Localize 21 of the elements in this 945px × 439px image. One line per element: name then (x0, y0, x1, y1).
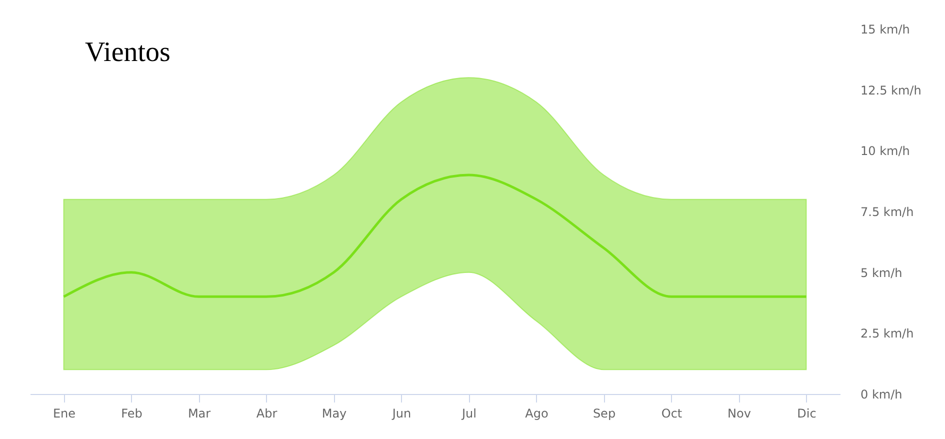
line-series (62, 174, 808, 298)
x-tick-label: Mar (188, 406, 211, 420)
x-tick-label: Oct (661, 406, 682, 420)
x-tick-label: Dic (797, 406, 816, 420)
x-tick-label: May (322, 406, 347, 420)
y-tick-label: 10 km/h (860, 144, 910, 158)
x-tick-label: Sep (592, 406, 616, 420)
x-tick-label: Ene (52, 406, 76, 420)
x-tick-label: Abr (256, 406, 278, 420)
y-tick-label: 12.5 km/h (860, 83, 922, 98)
y-tick-label: 0 km/h (860, 388, 902, 402)
chart-title: Vientos (85, 37, 170, 68)
x-tick-label: Feb (121, 406, 142, 420)
x-tick-label: Ago (525, 406, 548, 420)
x-tick-label: Jul (461, 406, 476, 420)
x-tick-label: Jun (391, 406, 412, 420)
y-tick-label: 5 km/h (860, 266, 902, 280)
y-tick-label: 2.5 km/h (860, 326, 914, 341)
y-tick-label: 15 km/h (860, 22, 910, 36)
x-tick-label: Nov (728, 406, 751, 420)
y-tick-label: 7.5 km/h (860, 205, 914, 219)
